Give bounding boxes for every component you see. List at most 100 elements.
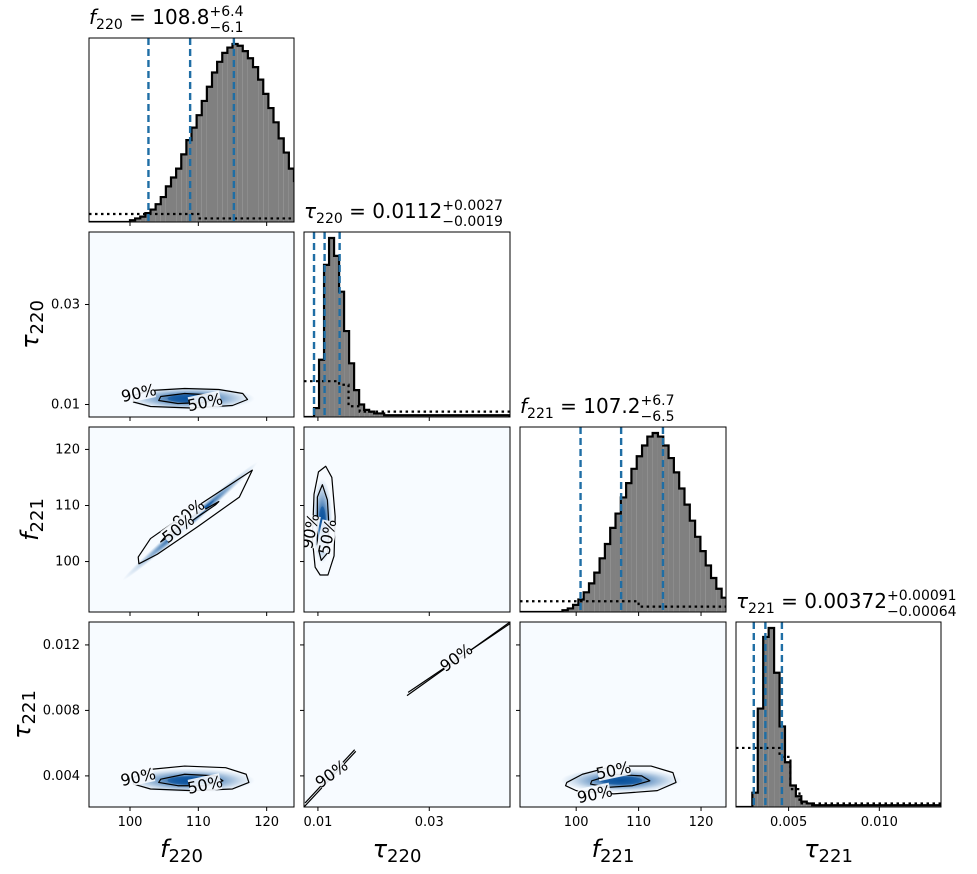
panel-background [89,232,294,417]
contour-90 [132,765,250,792]
title-plus: +6.4 [210,4,244,20]
panel-frame [519,621,727,808]
y-tick-label: 0.008 [43,703,80,718]
histogram-bar [369,411,375,417]
histogram-bar [155,204,161,222]
y-tick-label: 110 [55,498,80,513]
histogram-bar [339,291,345,417]
histogram-bar [278,138,284,222]
histogram-bar [150,209,156,222]
contour-90 [132,387,249,409]
histogram-bar [573,604,579,612]
contour-label-mask [438,641,474,674]
histogram-bar [344,331,350,417]
y-axis-label-2: f221 [16,498,48,541]
y-tick-label: 0.01 [51,398,80,413]
histogram-bar [806,803,813,807]
panel-title-0: f220 = 108.8+6.4 −6.1 [89,4,244,36]
axis-symbol: τ [373,835,388,863]
title-plus: +0.0027 [442,198,503,214]
title-value: = 0.0112 [343,199,442,223]
panel-frame [303,621,511,808]
panel-2-0: 90%50% [89,427,294,612]
histogram-bar [626,483,632,612]
prior-line [89,212,294,220]
histogram-bar [283,152,289,222]
histogram-bar [588,583,595,612]
histogram-bar [673,472,680,612]
prior-line [736,746,941,805]
title-subscript: 220 [96,17,123,33]
y-tick-label: 0.012 [43,638,80,653]
title-minus: −6.5 [641,409,675,425]
histogram-bar [631,468,637,612]
contour-label-mask [160,512,196,545]
title-symbol: f [520,394,530,418]
histogram-bar [695,536,701,612]
y-tick-label: 0.03 [51,298,80,313]
histogram-bar [217,61,223,222]
histogram-bar [604,543,611,612]
histogram-bar [319,359,325,417]
prior-line [304,380,510,413]
histogram-outline [304,236,510,417]
histogram-bar [222,52,228,222]
histogram-bar [647,436,653,612]
histogram-bar [379,413,385,417]
title-subscript: 220 [316,211,343,227]
histogram-bar [212,72,218,222]
title-symbol: τ [304,199,317,223]
contour-label-mask [120,765,156,788]
panel-3-0: 90% 50% [89,622,294,807]
histogram-bar [268,108,274,222]
title-value: = 107.2 [554,394,641,418]
panel-background [304,427,510,612]
x-tick-label: 0.010 [861,815,898,830]
histogram-bar [615,513,621,612]
histogram-bar [237,45,243,222]
histogram-bar [171,177,177,222]
contour-90 [137,469,253,565]
histogram-bar [716,588,722,612]
histogram-bar [359,404,365,417]
histogram-bar [201,100,207,222]
title-symbol: f [89,5,99,29]
histogram-bar [700,551,706,612]
x-axis-label-2: f221 [592,835,635,867]
histogram-bar [636,456,643,612]
title-symbol: τ [736,589,749,613]
x-axis-label-3: τ221 [804,835,853,867]
x-tick-label: 0.03 [415,815,444,830]
histogram-bar [206,86,212,222]
histogram-bar [752,792,758,807]
histogram-bar [329,238,335,417]
axis-subscript: 221 [819,846,853,867]
diag-frame-1 [303,231,511,418]
histogram-bar [721,597,726,612]
x-tick-label: 100 [564,815,589,830]
panel-frame [303,426,511,613]
histogram-bar [181,154,187,222]
y-axis-label-1: τ220 [16,300,48,349]
diag-frame-3 [735,621,942,808]
axis-symbol: τ [804,835,819,863]
histogram-bar [354,390,360,417]
prior-line [520,600,726,608]
panel-title-3: τ221 = 0.00372+0.00091 −0.00064 [736,588,957,620]
x-tick-label: 110 [186,815,211,830]
diag-panel-1 [304,232,510,417]
contour-label-mask [315,519,339,554]
contour-label-mask [121,381,156,404]
x-tick-label: 0.01 [303,815,332,830]
title-minus: −0.00064 [887,604,957,620]
histogram-bar [135,218,141,222]
panel-2-1: 90%50% [304,427,510,612]
title-plus: +0.00091 [887,588,957,604]
histogram-bar [247,58,253,222]
title-value: = 0.00372 [775,589,887,613]
axis-subscript: 221 [19,690,40,724]
histogram-bar [642,445,648,612]
title-plus: +6.7 [641,393,675,409]
histogram-bar [160,197,166,222]
